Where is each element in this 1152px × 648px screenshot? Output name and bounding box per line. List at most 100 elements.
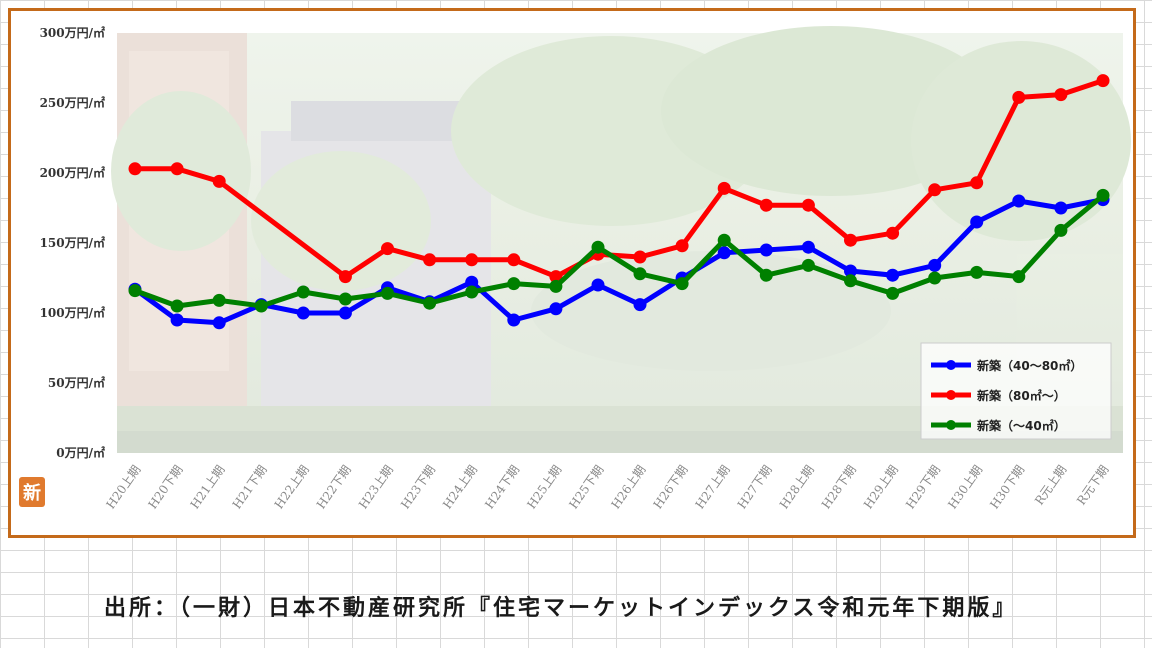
y-tick-label: 200万円/㎡	[40, 165, 105, 180]
background-photo	[111, 26, 1131, 453]
data-point	[1054, 201, 1068, 215]
data-point	[381, 286, 394, 300]
y-tick-label: 250万円/㎡	[40, 95, 105, 110]
x-tick-label: H27上期	[693, 463, 733, 512]
legend-label: 新築（40〜80㎡）	[977, 358, 1082, 373]
data-point	[423, 253, 437, 267]
data-point	[296, 306, 310, 320]
data-point	[970, 265, 984, 279]
x-tick-label: H21下期	[230, 463, 270, 512]
x-tick-label: H27下期	[735, 463, 775, 512]
x-tick-label: H28下期	[819, 463, 859, 512]
data-point	[170, 313, 184, 327]
x-tick-label: H26上期	[608, 463, 648, 512]
data-point	[423, 296, 437, 310]
x-axis: H20上期 H20下期 H21上期 H21下期 H22上期 H22下期 H23上期 H23下期…	[103, 463, 1111, 512]
x-tick-label: H23上期	[356, 463, 396, 512]
series-2	[128, 188, 1110, 313]
data-point	[212, 293, 226, 307]
data-point	[928, 271, 942, 285]
x-tick-label: H30上期	[945, 463, 985, 512]
x-tick-label: H22上期	[272, 463, 312, 512]
y-tick-label: 0万円/㎡	[56, 445, 105, 460]
data-point	[1012, 194, 1026, 208]
data-point	[465, 253, 479, 267]
data-point	[928, 258, 942, 272]
data-point	[759, 198, 773, 212]
data-point	[549, 270, 563, 284]
data-point	[801, 240, 815, 254]
data-point	[759, 243, 773, 257]
data-point	[212, 316, 226, 330]
data-point	[717, 246, 731, 260]
data-point	[128, 162, 142, 176]
legend-marker	[946, 360, 956, 370]
x-tick-label: R元下期	[1074, 463, 1111, 508]
data-point	[717, 233, 731, 247]
x-tick-label: H24下期	[482, 463, 522, 512]
source-note: 出所：（一財）日本不動産研究所『住宅マーケットインデックス令和元年下期版』	[104, 596, 1018, 621]
series-line	[133, 197, 1104, 326]
data-point	[170, 162, 184, 176]
data-point	[338, 270, 352, 284]
data-point	[128, 284, 142, 298]
data-point	[844, 274, 857, 288]
data-point	[801, 198, 815, 212]
data-point	[675, 277, 689, 291]
logo-stamp: 新	[19, 477, 45, 507]
legend-marker	[946, 390, 956, 400]
data-point	[928, 183, 942, 197]
y-tick-label: 50万円/㎡	[48, 375, 105, 390]
x-tick-label: H20下期	[146, 463, 186, 512]
legend: 新築（40〜80㎡） 新築（80㎡〜） 新築（〜40㎡）	[920, 342, 1112, 440]
legend-marker	[946, 420, 956, 430]
series-line	[134, 193, 1105, 309]
x-tick-label: H29上期	[861, 463, 901, 512]
data-point	[886, 268, 900, 282]
data-point	[549, 302, 563, 316]
data-point	[1054, 223, 1068, 237]
data-point	[633, 250, 647, 264]
series-0	[128, 193, 1110, 330]
data-point	[759, 268, 773, 282]
data-point	[717, 181, 731, 195]
data-point	[1096, 74, 1110, 88]
series-line	[135, 78, 1104, 280]
y-tick-label: 300万円/㎡	[40, 25, 105, 40]
data-point	[170, 299, 184, 313]
x-tick-label: H29下期	[903, 463, 943, 512]
data-point	[633, 267, 647, 281]
data-point	[675, 239, 689, 253]
data-point	[507, 253, 521, 267]
x-tick-label: H20上期	[103, 463, 143, 512]
x-tick-label: H21上期	[188, 463, 228, 512]
data-point	[507, 277, 521, 291]
data-point	[507, 313, 521, 327]
x-tick-label: R元上期	[1032, 463, 1069, 508]
y-tick-label: 100万円/㎡	[40, 305, 105, 320]
data-point	[296, 285, 310, 299]
data-point	[844, 264, 857, 278]
data-point	[886, 226, 900, 240]
x-tick-label: H28上期	[777, 463, 817, 512]
data-point	[1054, 88, 1068, 102]
legend-label: 新築（80㎡〜）	[977, 388, 1066, 403]
data-point	[1012, 90, 1026, 104]
chart-frame: 0万円/㎡ 50万円/㎡ 100万円/㎡ 150万円/㎡ 200万円/㎡ 250万円/㎡ 3…	[8, 8, 1136, 538]
data-point	[465, 285, 479, 299]
data-point	[254, 299, 268, 313]
x-tick-label: H25上期	[524, 463, 564, 512]
x-tick-label: H24上期	[440, 463, 480, 512]
data-point	[212, 174, 226, 188]
x-tick-label: H26下期	[651, 463, 691, 512]
data-point	[381, 242, 394, 256]
line-chart: 0万円/㎡ 50万円/㎡ 100万円/㎡ 150万円/㎡ 200万円/㎡ 250万円/㎡ 3…	[19, 25, 1131, 512]
logo-text: 新	[23, 482, 41, 504]
data-point	[801, 258, 815, 272]
data-point	[591, 240, 605, 254]
data-point	[844, 233, 857, 247]
data-point	[591, 278, 605, 292]
x-tick-label: H30下期	[987, 463, 1027, 512]
x-tick-label: H23下期	[398, 463, 438, 512]
data-point	[549, 279, 563, 293]
